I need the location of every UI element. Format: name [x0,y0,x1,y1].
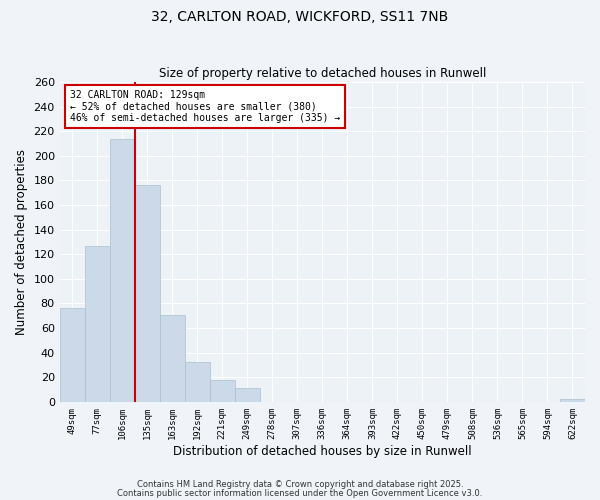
Text: Contains HM Land Registry data © Crown copyright and database right 2025.: Contains HM Land Registry data © Crown c… [137,480,463,489]
Bar [110,138,135,402]
Y-axis label: Number of detached properties: Number of detached properties [15,149,28,335]
Bar [59,308,85,402]
Bar [210,380,235,402]
Title: Size of property relative to detached houses in Runwell: Size of property relative to detached ho… [158,66,486,80]
Bar [135,186,160,402]
Text: 32, CARLTON ROAD, WICKFORD, SS11 7NB: 32, CARLTON ROAD, WICKFORD, SS11 7NB [151,10,449,24]
Text: Contains public sector information licensed under the Open Government Licence v3: Contains public sector information licen… [118,489,482,498]
Bar [235,388,260,402]
Bar [560,400,585,402]
Bar [160,314,185,402]
Bar [185,362,210,402]
Bar [85,246,110,402]
X-axis label: Distribution of detached houses by size in Runwell: Distribution of detached houses by size … [173,444,472,458]
Text: 32 CARLTON ROAD: 129sqm
← 52% of detached houses are smaller (380)
46% of semi-d: 32 CARLTON ROAD: 129sqm ← 52% of detache… [70,90,340,123]
